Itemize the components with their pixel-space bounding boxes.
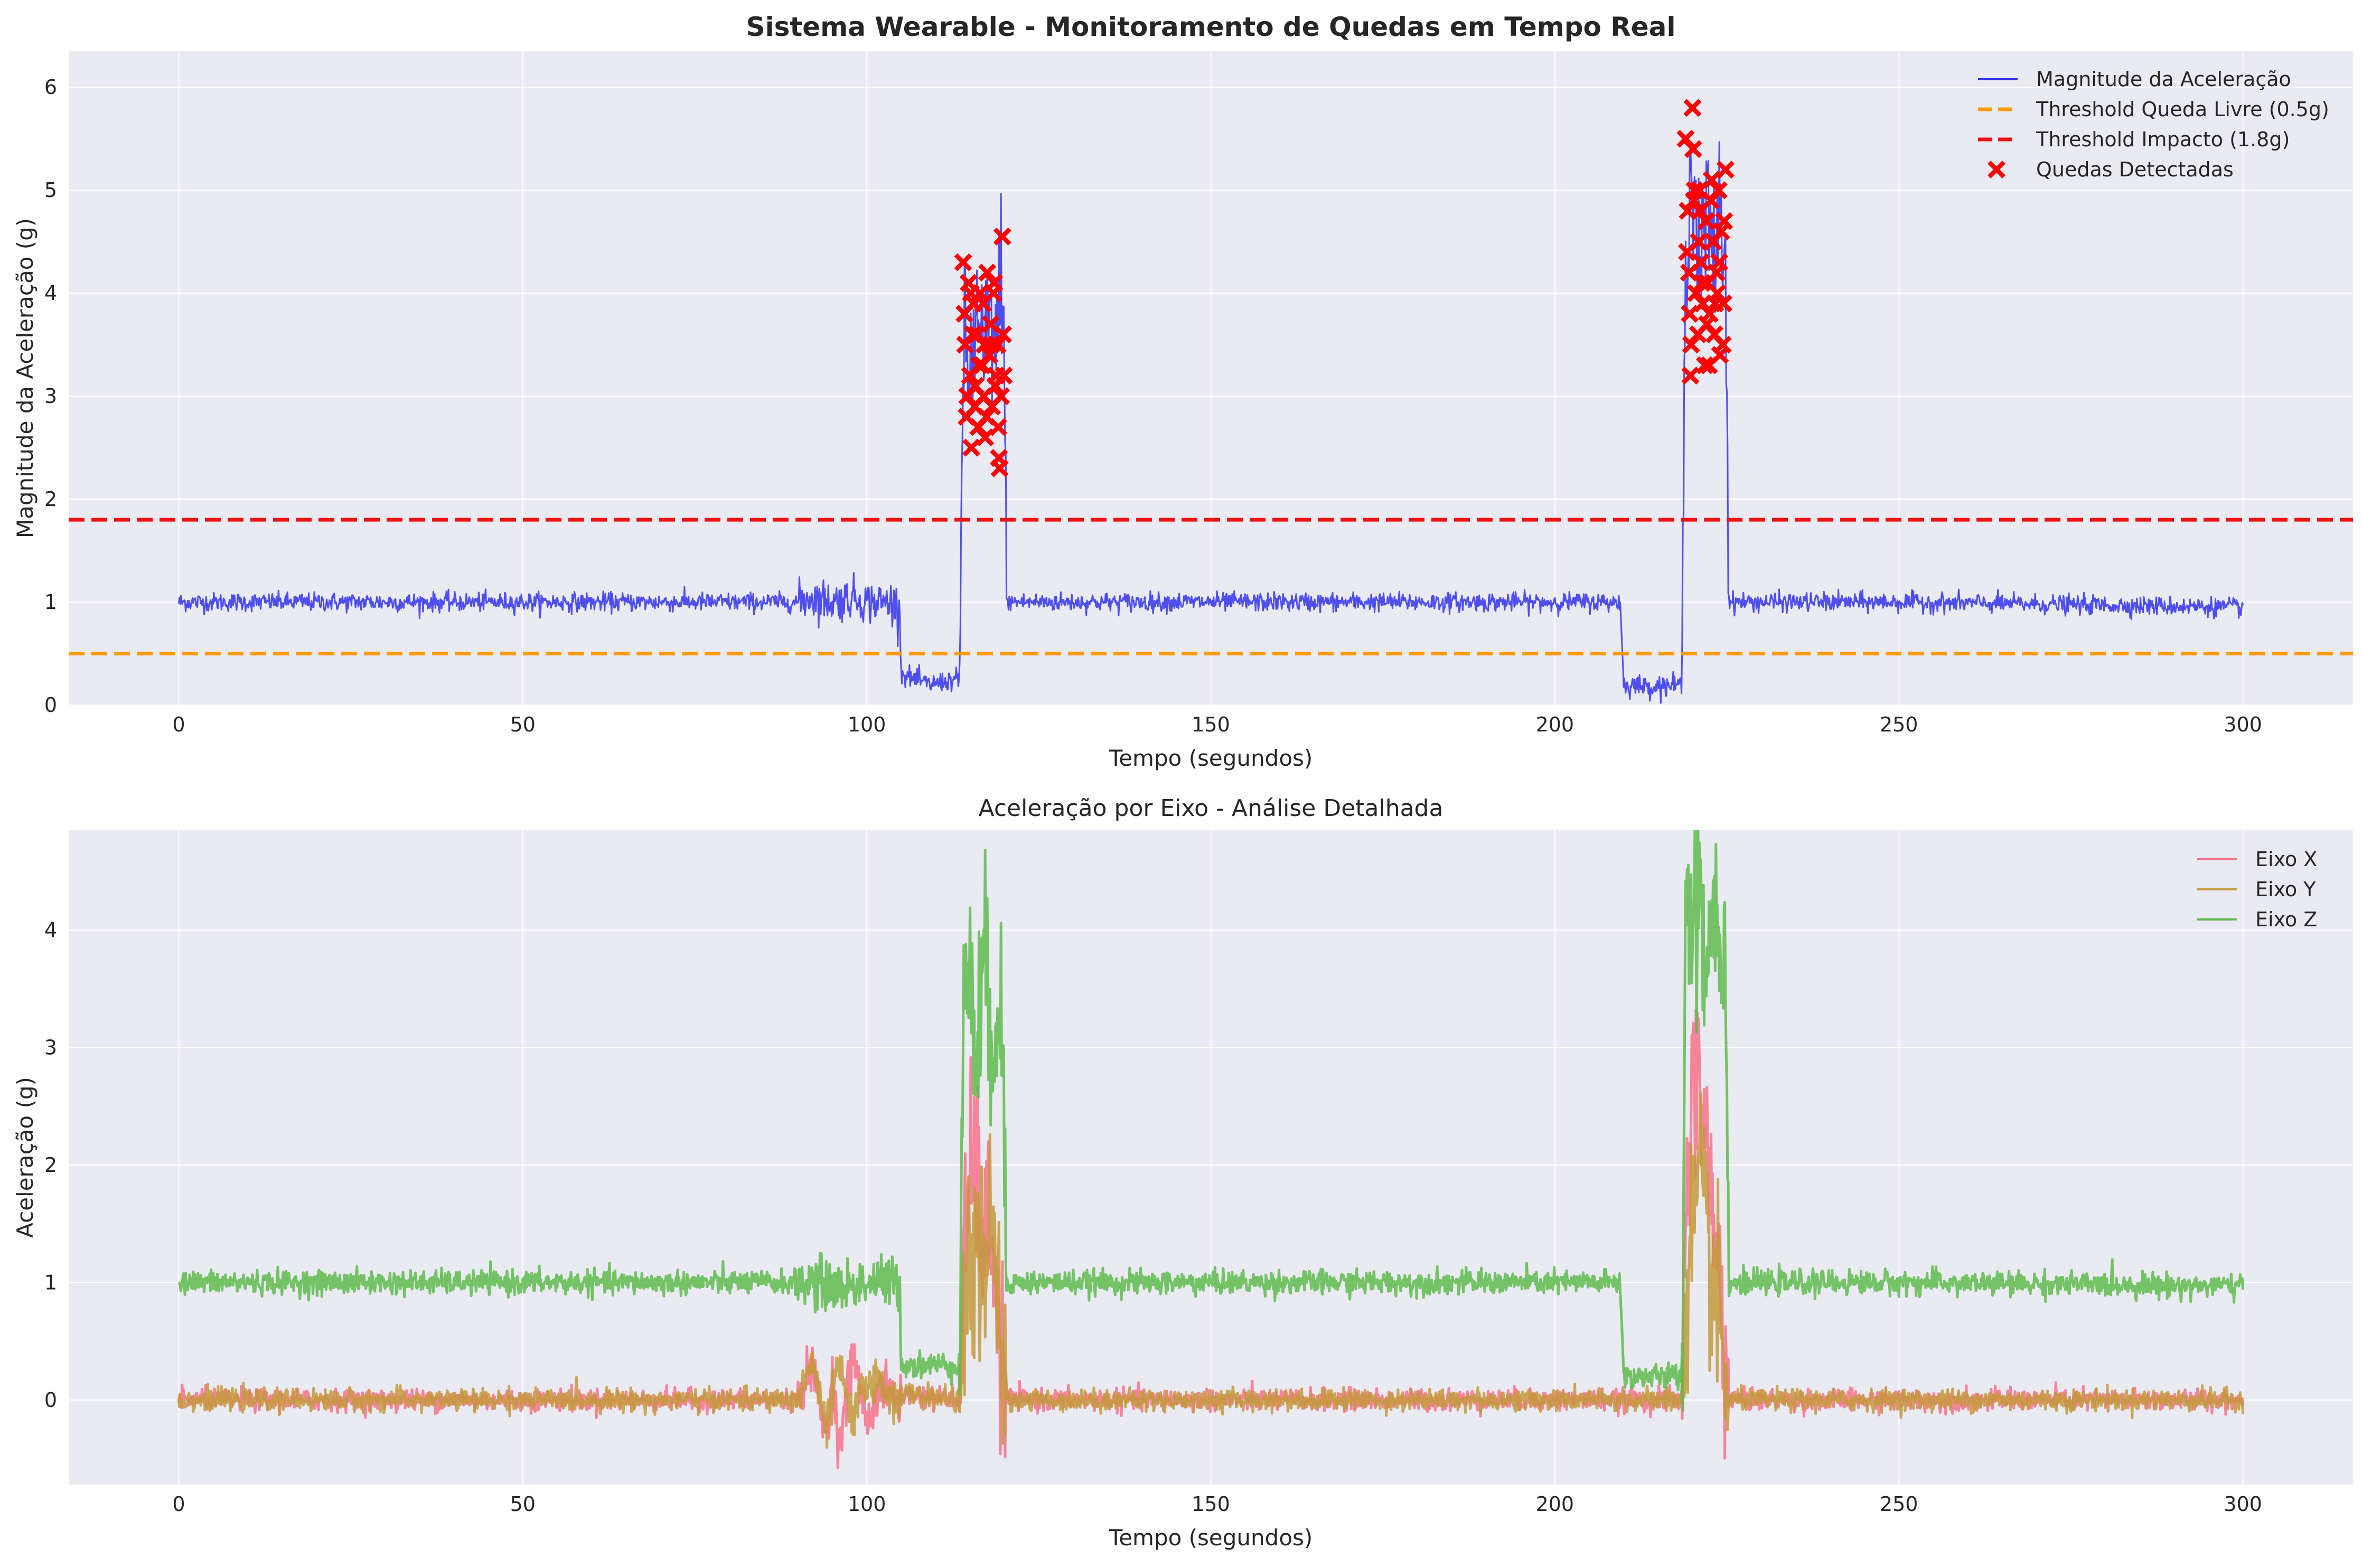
fall-marker	[1682, 335, 1700, 354]
x-tick-label: 0	[172, 713, 185, 736]
chart-title: Sistema Wearable - Monitoramento de Qued…	[746, 12, 1675, 42]
series-line-magnitude-da-acelera-o	[177, 141, 2244, 704]
fall-marker	[1708, 284, 1727, 303]
x-tick-label: 250	[1880, 713, 1918, 736]
x-tick-label: 100	[848, 713, 886, 736]
x-tick-label: 200	[1536, 713, 1574, 736]
fall-marker	[1681, 367, 1700, 385]
fall-marker	[978, 264, 997, 282]
fall-marker	[1692, 253, 1710, 271]
legend-label: Threshold Queda Livre (0.5g)	[2036, 98, 2329, 121]
fall-marker	[995, 367, 1013, 385]
x-tick-label: 150	[1192, 1492, 1230, 1516]
x-tick-label: 300	[2224, 1492, 2262, 1516]
fall-marker	[1690, 232, 1708, 251]
x-tick-label: 50	[510, 1492, 536, 1516]
y-tick-label: 1	[44, 1271, 57, 1294]
fall-marker	[973, 356, 991, 374]
fall-marker	[970, 356, 988, 374]
fall-marker	[1695, 356, 1714, 374]
fall-marker	[975, 335, 993, 354]
y-tick-label: 3	[44, 1036, 57, 1059]
fall-marker	[1702, 171, 1721, 189]
y-axis-label: Magnitude da Aceleração (g)	[12, 218, 38, 538]
x-tick-label: 150	[1192, 713, 1230, 736]
legend-label: Eixo X	[2255, 848, 2317, 871]
y-tick-label: 4	[44, 918, 57, 942]
y-tick-label: 2	[44, 1153, 57, 1177]
y-tick-label: 4	[44, 281, 57, 305]
fall-marker	[1697, 212, 1716, 230]
y-tick-label: 3	[44, 384, 57, 408]
series-line-eixo-z	[177, 830, 2245, 1412]
fall-marker	[992, 387, 1010, 406]
x-tick-label: 250	[1880, 1492, 1918, 1516]
fall-marker	[962, 438, 981, 457]
y-tick-label: 6	[44, 76, 57, 99]
x-tick-label: 100	[848, 1492, 886, 1516]
fall-marker	[1693, 274, 1711, 292]
fall-marker	[1698, 315, 1716, 333]
fall-marker	[1683, 99, 1702, 117]
y-axis-label: Aceleração (g)	[12, 1077, 38, 1238]
x-axis-label: Tempo (segundos)	[1109, 745, 1313, 771]
x-tick-label: 0	[172, 1492, 185, 1516]
fall-marker	[1710, 253, 1729, 271]
legend-marker	[1988, 161, 2005, 179]
fall-marker	[1685, 181, 1704, 200]
fall-marker	[1715, 212, 1733, 230]
legend-label: Eixo Y	[2255, 878, 2316, 901]
fall-marker	[1679, 202, 1697, 220]
legend-label: Threshold Impacto (1.8g)	[2036, 128, 2290, 151]
fall-marker	[993, 227, 1011, 246]
fall-marker	[1700, 356, 1718, 374]
x-tick-label: 200	[1536, 1492, 1574, 1516]
series-line-eixo-y	[177, 1091, 2245, 1449]
legend: Magnitude da Aceleração Threshold Queda L…	[1978, 68, 2329, 181]
x-tick-label: 300	[2224, 713, 2262, 736]
chart-panel-1: 0 50 100 150 200 250 300 0 1 2 3 4 5 6 Sistema Wearabl…	[12, 12, 2353, 771]
y-tick-label: 5	[44, 179, 57, 202]
x-tick-label: 50	[510, 713, 536, 736]
fall-marker	[1684, 140, 1702, 158]
y-tick-label: 2	[44, 487, 57, 511]
legend-label: Eixo Z	[2255, 908, 2317, 931]
fall-marker	[955, 305, 974, 323]
fall-marker	[1691, 202, 1709, 220]
fall-marker	[1716, 161, 1735, 179]
fall-marker	[954, 253, 972, 271]
fall-marker	[984, 284, 1002, 303]
legend-label: Magnitude da Aceleração	[2036, 68, 2291, 91]
fall-marker	[990, 459, 1009, 477]
fall-marker	[1681, 305, 1699, 323]
y-tick-label: 0	[44, 1388, 57, 1412]
chart-panel-2: 0 50 100 150 200 250 300 0 1 2 3 4 Aceleração por Ei…	[12, 795, 2353, 1551]
plot-marks	[69, 99, 2353, 704]
y-tick-label: 0	[44, 693, 57, 717]
plot-marks	[177, 830, 2245, 1469]
y-tick-label: 1	[44, 590, 57, 614]
legend: Eixo X Eixo Y Eixo Z	[2197, 848, 2317, 931]
chart-title: Aceleração por Eixo - Análise Detalhada	[979, 795, 1444, 822]
legend-label: Quedas Detectadas	[2036, 158, 2234, 181]
fall-marker	[989, 418, 1007, 436]
x-axis-label: Tempo (segundos)	[1109, 1525, 1313, 1551]
fall-marker	[1713, 335, 1732, 354]
